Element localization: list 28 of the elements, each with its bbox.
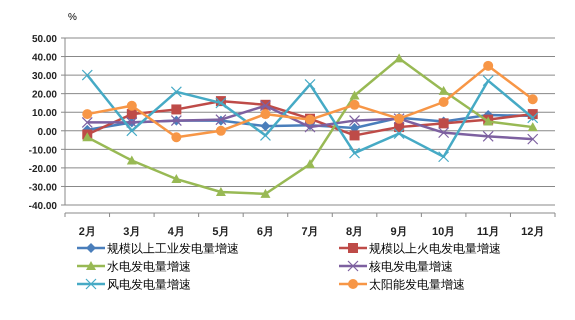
y-tick-label: 20.00 (32, 90, 58, 101)
y-tick-label: -40.00 (28, 201, 58, 212)
y-tick-label: 10.00 (32, 108, 58, 120)
x-tick-label: 4月 (168, 226, 185, 238)
y-tick-label: -10.00 (28, 145, 58, 156)
x-tick-label: 12月 (521, 226, 544, 238)
legend-label: 规模以上工业发电量增速 (107, 242, 239, 256)
x-tick-label: 11月 (476, 226, 500, 238)
x-tick-label: 5月 (212, 226, 230, 238)
x-tick-label: 6月 (256, 226, 274, 238)
y-axis-title: % (68, 12, 77, 23)
y-tick-label: 50.00 (32, 34, 58, 45)
y-tick-label: -30.00 (28, 182, 58, 194)
legend-label: 核电发电量增速 (368, 260, 453, 274)
x-tick-label: 8月 (346, 226, 364, 238)
x-tick-label: 2月 (78, 226, 96, 238)
x-tick-label: 3月 (123, 226, 140, 238)
legend-label: 水电发电量增速 (107, 260, 191, 274)
y-tick-label: 40.00 (32, 52, 58, 64)
legend-label: 风电发电量增速 (107, 278, 191, 292)
x-tick-label: 9月 (390, 226, 408, 238)
x-tick-label: 10月 (432, 226, 456, 238)
y-tick-label: -20.00 (28, 164, 58, 175)
legend-label: 太阳能发电量增速 (369, 278, 465, 292)
y-tick-label: 30.00 (32, 71, 58, 82)
x-tick-label: 7月 (301, 226, 319, 238)
legend-label: 规模以上火电发电量增速 (369, 242, 501, 256)
y-tick-label: 0.00 (38, 126, 58, 138)
